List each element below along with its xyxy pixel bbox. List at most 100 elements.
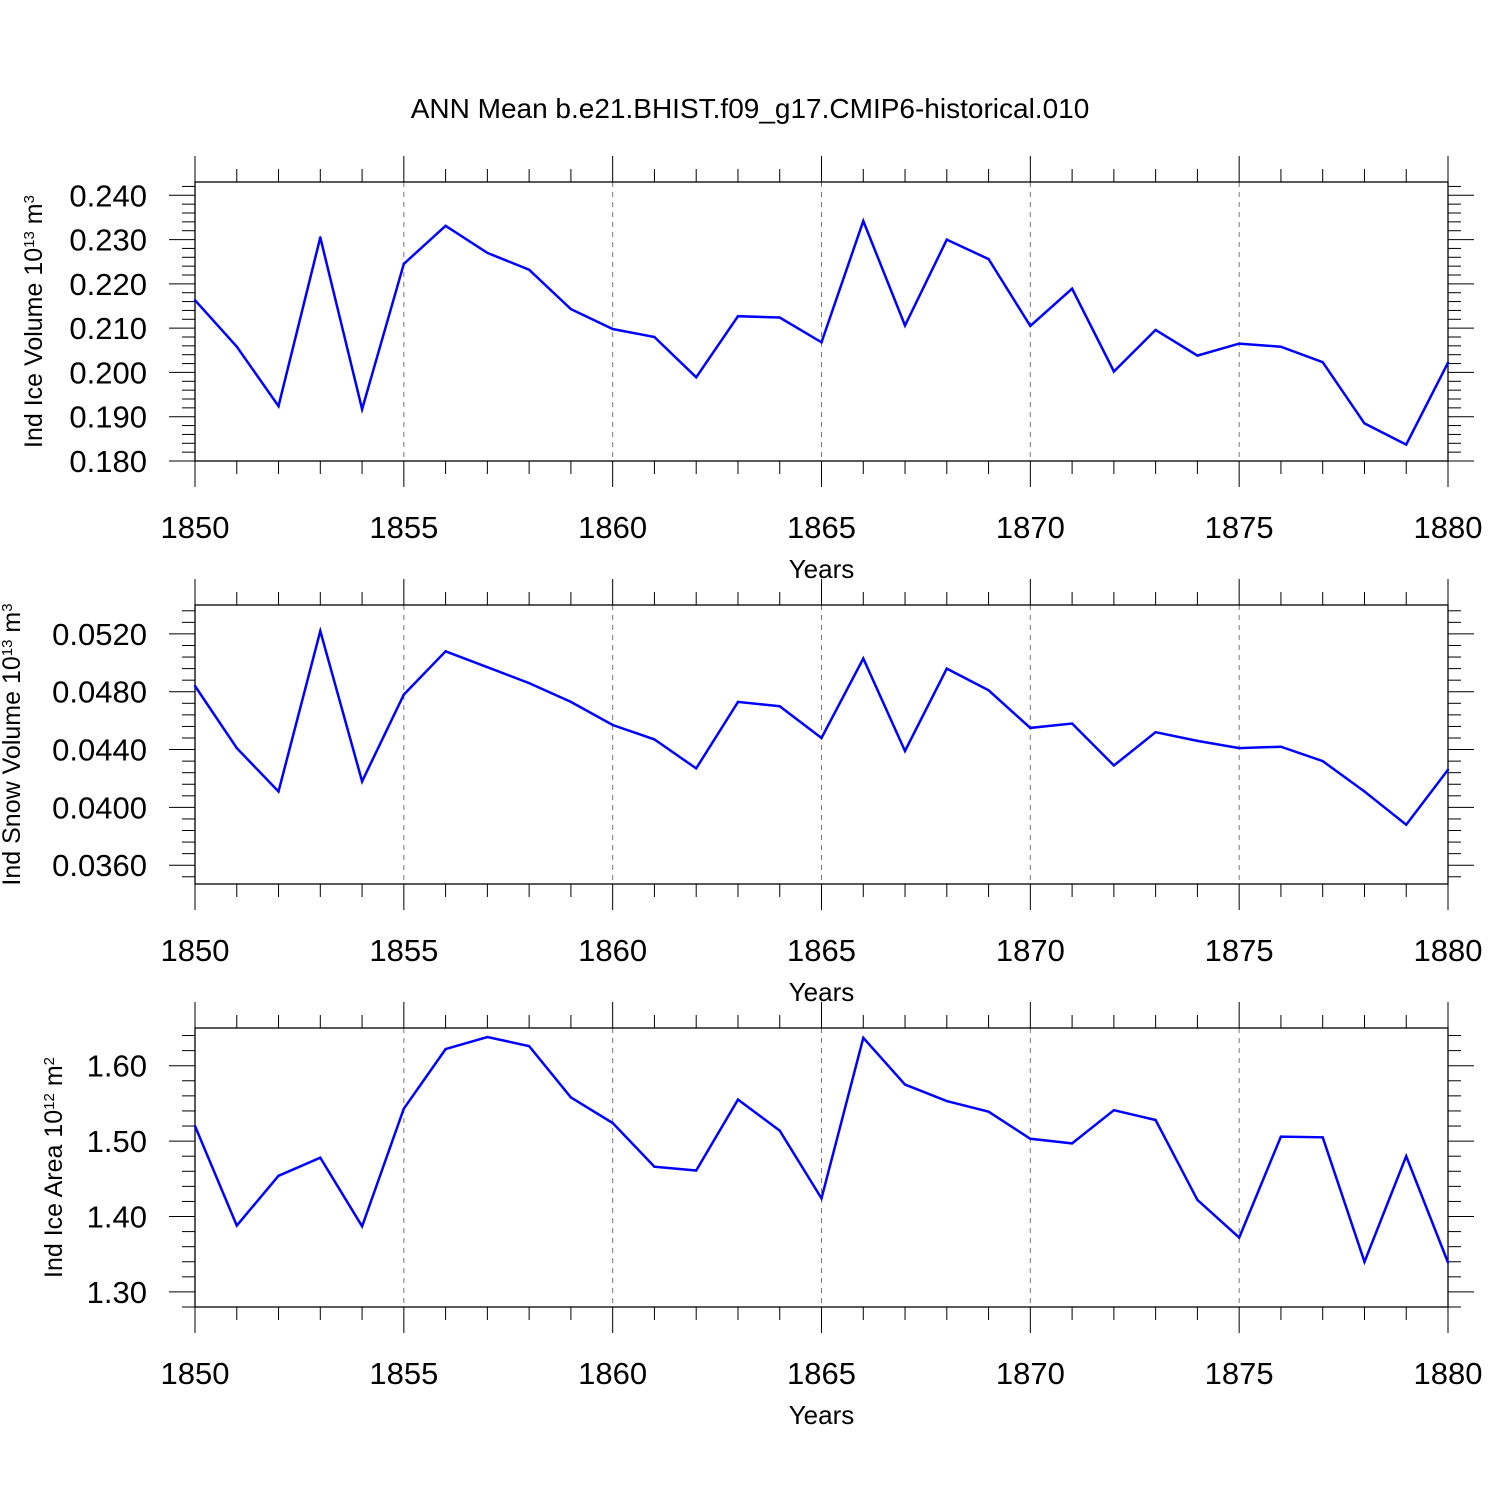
- x-tick-label: 1855: [369, 1356, 438, 1391]
- data-point: [1196, 1198, 1199, 1202]
- y-tick-label: 0.0400: [52, 790, 147, 825]
- data-point: [486, 665, 489, 669]
- data-point: [611, 327, 614, 331]
- data-point: [277, 790, 280, 793]
- y-axis-title-text: Ind Ice Area 10: [40, 1110, 68, 1278]
- data-point: [945, 238, 948, 241]
- data-point: [1321, 759, 1324, 763]
- x-tick-label: 1880: [1414, 1356, 1483, 1391]
- data-point: [1279, 345, 1283, 348]
- y-axis-title-exponent: 12: [41, 1093, 58, 1110]
- data-point: [235, 1224, 238, 1227]
- y-tick-label: 0.200: [69, 355, 147, 390]
- y-tick-label: 0.180: [69, 444, 147, 479]
- data-point: [1070, 287, 1074, 290]
- data-point: [360, 1225, 364, 1228]
- data-point: [820, 736, 823, 740]
- data-point: [987, 689, 990, 692]
- y-tick-label: 0.0520: [52, 617, 147, 652]
- data-point: [1029, 324, 1032, 328]
- data-point: [527, 268, 531, 271]
- data-point: [987, 1110, 990, 1113]
- data-point: [319, 236, 322, 239]
- data-point: [945, 667, 948, 670]
- data-point: [1029, 1137, 1032, 1141]
- data-point: [1446, 1261, 1450, 1264]
- x-tick-label: 1880: [1414, 510, 1483, 545]
- data-point: [736, 700, 740, 704]
- y-tick-label: 1.30: [87, 1275, 147, 1310]
- data-point: [1321, 1136, 1324, 1139]
- data-point: [1405, 823, 1408, 826]
- x-tick-label: 1850: [161, 1356, 230, 1391]
- data-point: [486, 251, 489, 255]
- data-point: [1279, 745, 1283, 748]
- data-point: [1029, 726, 1032, 730]
- data-point: [1279, 1135, 1283, 1138]
- data-point: [527, 681, 531, 685]
- data-point: [1112, 1108, 1116, 1112]
- x-tick-label: 1860: [578, 933, 647, 968]
- x-tick-label: 1875: [1205, 510, 1274, 545]
- data-point: [1154, 731, 1157, 734]
- data-point: [193, 1124, 197, 1128]
- y-axis-title-text: m: [40, 1065, 68, 1093]
- data-point: [569, 307, 573, 311]
- y-tick-label: 0.0440: [52, 733, 147, 768]
- data-point: [402, 262, 406, 266]
- data-point: [945, 1099, 948, 1103]
- data-point: [193, 299, 197, 302]
- data-point: [695, 767, 698, 770]
- data-point: [277, 1174, 280, 1177]
- x-tick-label: 1870: [996, 1356, 1065, 1391]
- data-point: [778, 704, 781, 708]
- data-point: [444, 650, 447, 653]
- data-point: [569, 700, 573, 704]
- data-point: [1363, 422, 1366, 425]
- data-point: [1446, 768, 1450, 771]
- data-point: [193, 684, 197, 688]
- data-point: [569, 1096, 573, 1099]
- data-point: [862, 219, 865, 223]
- y-axis-title-text: m: [0, 612, 26, 640]
- y-tick-label: 0.190: [69, 400, 147, 435]
- data-point: [1196, 354, 1199, 357]
- x-tick-label: 1850: [161, 510, 230, 545]
- x-axis-title: Years: [789, 1400, 855, 1430]
- data-point: [1446, 361, 1450, 364]
- data-point: [1154, 328, 1157, 332]
- x-tick-label: 1875: [1205, 933, 1274, 968]
- data-point: [319, 1156, 322, 1159]
- y-tick-label: 1.50: [87, 1124, 147, 1159]
- x-tick-label: 1860: [578, 510, 647, 545]
- data-point: [1363, 790, 1366, 793]
- data-point: [862, 1036, 865, 1040]
- data-point: [360, 407, 364, 411]
- y-axis-title-exponent: 3: [21, 195, 38, 203]
- y-axis-title-text: Ind Ice Volume 10: [20, 248, 48, 448]
- data-point: [778, 1129, 781, 1132]
- y-axis-title-text: Ind Snow Volume 10: [0, 656, 26, 885]
- data-point: [1112, 370, 1116, 373]
- data-point: [778, 316, 781, 319]
- data-point: [820, 1197, 823, 1200]
- data-point: [1321, 361, 1324, 364]
- data-point: [611, 723, 614, 727]
- y-axis-title: Ind Snow Volume 1013 m3: [0, 603, 26, 885]
- data-point: [527, 1044, 531, 1048]
- y-axis-title: Ind Ice Volume 1013 m3: [20, 195, 48, 448]
- y-tick-label: 1.60: [87, 1049, 147, 1084]
- data-point: [987, 257, 990, 261]
- data-point: [653, 335, 656, 339]
- y-tick-label: 0.230: [69, 223, 147, 258]
- panel-1: 0.180 0.190 0.200 0.210 0.220 0.230 0.240 1850 1…: [20, 156, 1482, 584]
- data-point: [1154, 1118, 1157, 1122]
- x-tick-label: 1855: [369, 933, 438, 968]
- x-tick-label: 1860: [578, 1356, 647, 1391]
- x-tick-label: 1850: [161, 933, 230, 968]
- x-tick-label: 1870: [996, 510, 1065, 545]
- x-tick-label: 1865: [787, 1356, 856, 1391]
